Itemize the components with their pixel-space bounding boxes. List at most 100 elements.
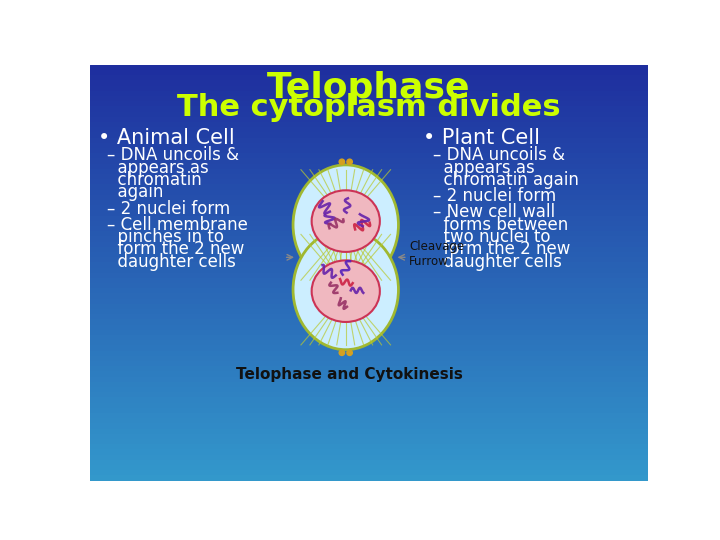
Bar — [90, 252, 648, 257]
Bar — [90, 247, 648, 252]
Bar — [90, 377, 648, 382]
Bar — [90, 439, 648, 444]
Bar — [90, 112, 648, 117]
Bar — [90, 429, 648, 434]
Bar — [90, 200, 648, 205]
Bar — [90, 190, 648, 195]
Bar — [90, 444, 648, 449]
Bar — [90, 205, 648, 211]
Bar — [90, 356, 648, 361]
Circle shape — [339, 350, 345, 355]
Bar — [90, 158, 648, 164]
Bar — [90, 70, 648, 75]
Bar — [90, 397, 648, 403]
Bar — [90, 278, 648, 283]
Bar — [90, 392, 648, 397]
Ellipse shape — [312, 260, 380, 322]
Bar — [90, 262, 648, 267]
Bar — [90, 153, 648, 158]
Bar — [90, 179, 648, 184]
Bar — [90, 132, 648, 138]
Bar — [90, 273, 648, 278]
Bar — [90, 143, 648, 148]
Text: appears as: appears as — [433, 159, 534, 177]
Text: – 2 nuclei form: – 2 nuclei form — [107, 200, 230, 218]
Bar — [90, 325, 648, 330]
Text: – Cell membrane: – Cell membrane — [107, 215, 248, 234]
Bar — [90, 106, 648, 112]
Bar — [90, 288, 648, 294]
Bar — [90, 403, 648, 408]
Text: pinches in to: pinches in to — [107, 228, 224, 246]
Bar — [90, 164, 648, 168]
Bar — [90, 211, 648, 215]
Text: – New cell wall: – New cell wall — [433, 204, 554, 221]
Bar — [90, 122, 648, 127]
Bar — [90, 382, 648, 387]
Text: daughter cells: daughter cells — [433, 253, 562, 271]
Text: appears as: appears as — [107, 159, 209, 177]
Bar — [90, 434, 648, 439]
Bar — [90, 75, 648, 80]
Bar — [90, 184, 648, 190]
Text: again: again — [107, 184, 163, 201]
Bar — [90, 174, 648, 179]
Bar — [90, 418, 648, 423]
Text: • Plant Cell: • Plant Cell — [423, 128, 540, 148]
Bar — [90, 361, 648, 366]
Bar — [90, 267, 648, 273]
Bar — [90, 117, 648, 122]
Bar — [90, 346, 648, 350]
Bar — [90, 314, 648, 320]
Text: forms between: forms between — [433, 215, 568, 234]
Ellipse shape — [312, 190, 380, 252]
Bar — [90, 127, 648, 132]
Bar — [90, 283, 648, 288]
Text: Telophase and Cytokinesis: Telophase and Cytokinesis — [236, 367, 463, 382]
Bar — [90, 226, 648, 231]
Text: – DNA uncoils &: – DNA uncoils & — [107, 146, 239, 164]
Bar — [90, 335, 648, 340]
Ellipse shape — [293, 165, 398, 285]
Bar — [90, 309, 648, 314]
Text: form the 2 new: form the 2 new — [107, 240, 244, 258]
Bar — [90, 387, 648, 392]
Bar — [90, 91, 648, 96]
Text: daughter cells: daughter cells — [107, 253, 236, 271]
Bar — [90, 299, 648, 304]
Bar — [90, 138, 648, 143]
Bar — [90, 65, 648, 70]
Bar — [90, 195, 648, 200]
Circle shape — [347, 159, 352, 165]
Bar — [90, 101, 648, 106]
Bar — [90, 460, 648, 465]
Bar — [90, 455, 648, 460]
Text: chromatin again: chromatin again — [433, 171, 578, 189]
Bar — [90, 320, 648, 325]
Text: The cytoplasm divides: The cytoplasm divides — [177, 93, 561, 123]
Bar — [90, 470, 648, 475]
Bar — [90, 330, 648, 335]
Bar — [90, 408, 648, 413]
Circle shape — [347, 350, 352, 355]
Text: – DNA uncoils &: – DNA uncoils & — [433, 146, 564, 164]
Bar — [90, 413, 648, 418]
Bar — [90, 80, 648, 85]
Bar — [90, 241, 648, 247]
Text: chromatin: chromatin — [107, 171, 202, 189]
Bar — [90, 423, 648, 429]
Bar — [90, 231, 648, 237]
Bar — [90, 449, 648, 455]
Bar — [90, 304, 648, 309]
Bar — [90, 237, 648, 241]
Bar — [90, 221, 648, 226]
Bar — [90, 85, 648, 91]
Text: • Animal Cell: • Animal Cell — [98, 128, 235, 148]
Text: – 2 nuclei form: – 2 nuclei form — [433, 187, 556, 205]
Text: Cleavage
Furrow: Cleavage Furrow — [409, 240, 464, 268]
Text: form the 2 new: form the 2 new — [433, 240, 570, 258]
Bar — [90, 215, 648, 221]
Circle shape — [339, 159, 345, 165]
Bar — [90, 475, 648, 481]
Bar — [90, 366, 648, 372]
